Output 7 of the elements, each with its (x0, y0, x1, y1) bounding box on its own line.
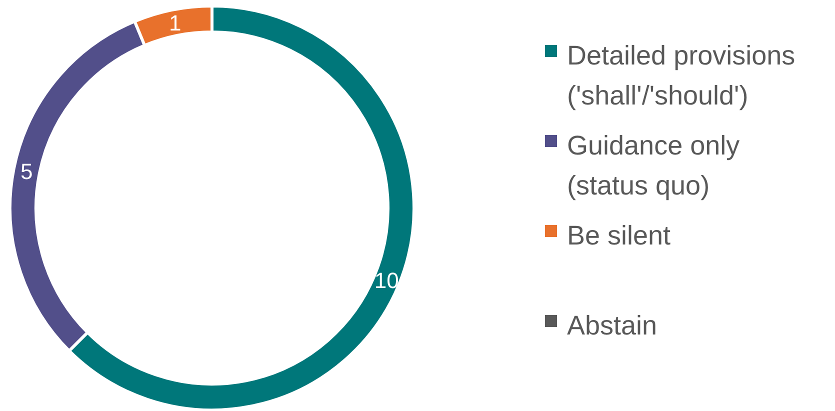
legend-label: Detailed provisions ('shall'/'should') (567, 40, 796, 110)
legend-label: Be silent (567, 220, 672, 250)
legend-label: Abstain (567, 310, 658, 340)
legend-label: Guidance only (status quo) (567, 130, 740, 200)
data-label: 10 (374, 268, 399, 294)
data-label: 5 (20, 158, 33, 184)
data-label: 1 (169, 10, 182, 36)
